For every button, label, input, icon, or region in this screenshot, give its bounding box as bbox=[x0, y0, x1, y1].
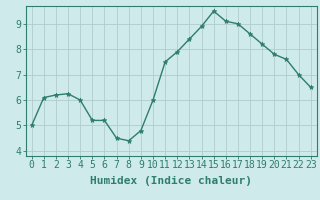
X-axis label: Humidex (Indice chaleur): Humidex (Indice chaleur) bbox=[90, 176, 252, 186]
